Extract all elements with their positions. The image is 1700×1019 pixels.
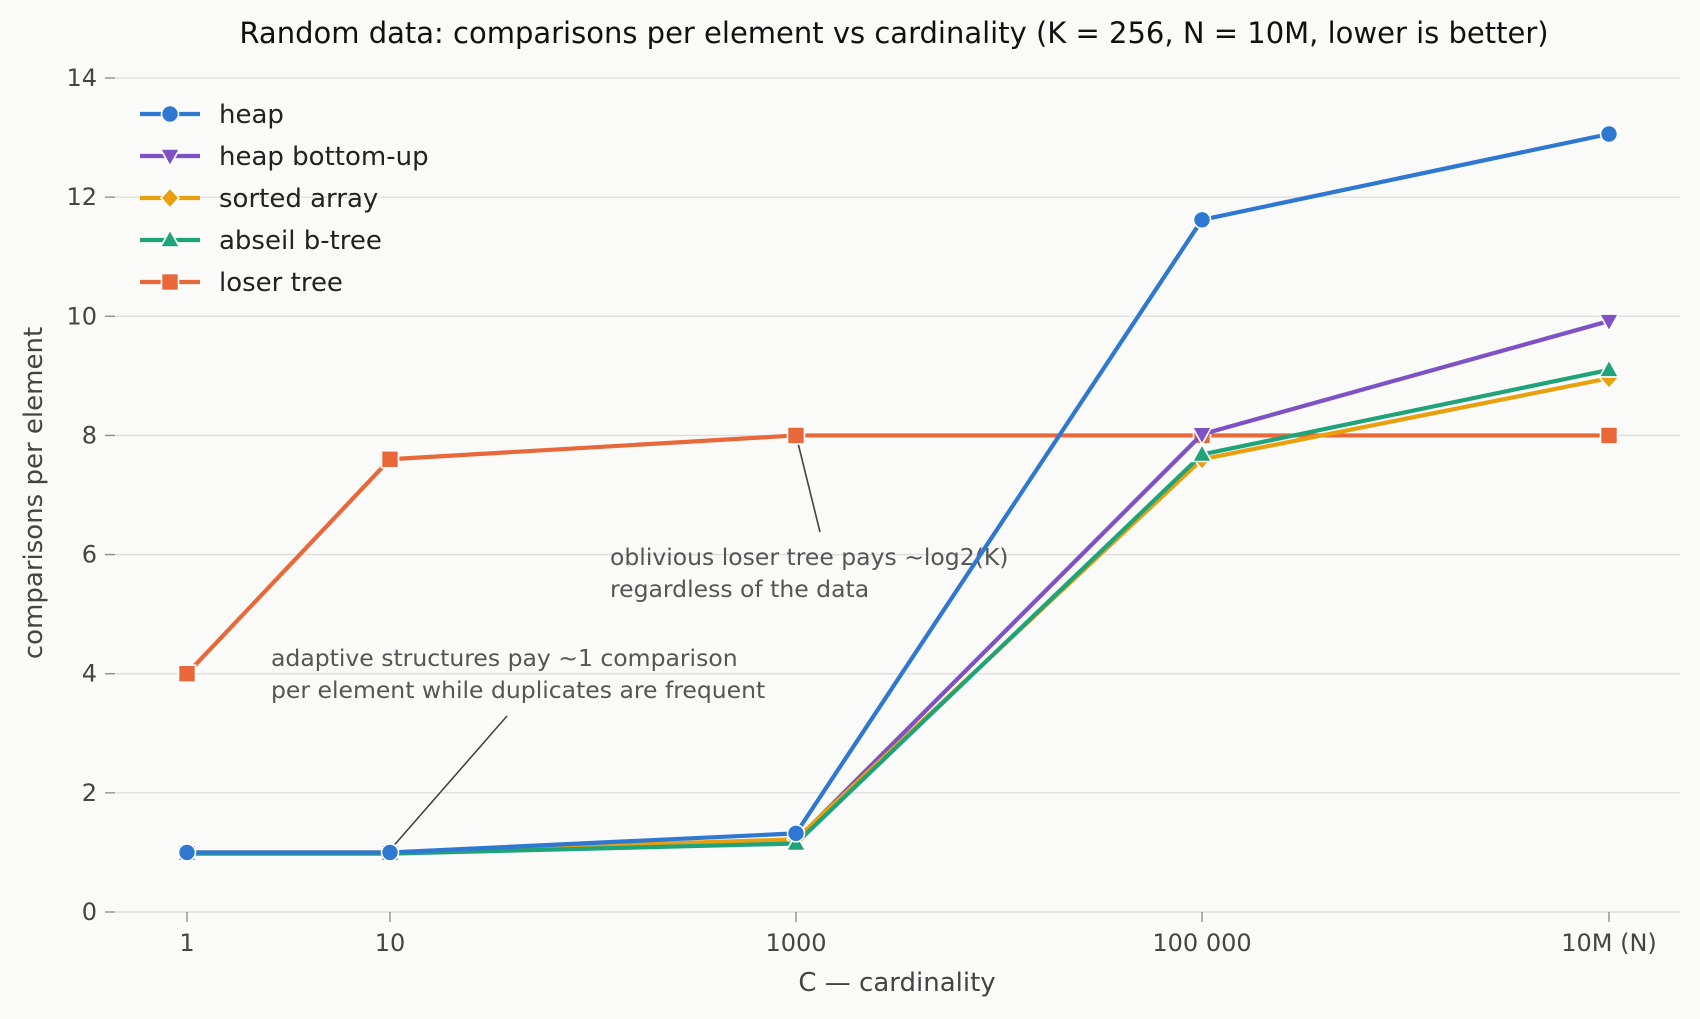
series-lines xyxy=(176,124,1620,865)
annotations: oblivious loser tree pays ~log2(K) regard… xyxy=(271,434,1008,851)
axes: 0 2 4 6 8 10 12 14 1 10 1000 100 000 10M (N) xyxy=(66,64,1680,957)
data-point-loser-tree xyxy=(177,664,197,684)
x-tick-label: 1000 xyxy=(765,929,826,957)
legend-marker xyxy=(159,186,181,210)
legend-marker xyxy=(159,228,181,248)
legend-label: heap xyxy=(219,100,284,130)
y-tick-label: 0 xyxy=(82,898,97,926)
annotation-text: oblivious loser tree pays ~log2(K) regard… xyxy=(610,543,1008,603)
x-tick-label: 10M (N) xyxy=(1561,929,1657,957)
x-axis-label: C — cardinality xyxy=(798,968,995,998)
data-point-loser-tree xyxy=(380,449,400,469)
annotation-line: adaptive structures pay ~1 comparison xyxy=(271,644,738,672)
data-point-abseil-b-tree xyxy=(1191,442,1213,463)
y-tick-label: 12 xyxy=(66,183,97,211)
legend-label: sorted array xyxy=(219,184,378,214)
x-tick-label: 100 000 xyxy=(1152,929,1251,957)
legend-marker xyxy=(159,148,181,168)
y-axis-label: comparisons per element xyxy=(19,327,49,659)
legend-label: loser tree xyxy=(219,268,343,298)
data-point-abseil-b-tree xyxy=(1598,358,1620,378)
annotation-line: regardless of the data xyxy=(610,575,869,603)
annotation-text: adaptive structures pay ~1 comparison per… xyxy=(271,644,765,704)
data-point-heap xyxy=(1192,210,1212,230)
chart-title: Random data: comparisons per element vs … xyxy=(239,16,1548,50)
annotation-line: per element while duplicates are frequen… xyxy=(271,676,765,704)
annotation-arrow xyxy=(389,715,508,851)
gridlines xyxy=(115,77,1680,794)
y-tick-label: 2 xyxy=(82,779,97,807)
x-tick-label: 1 xyxy=(179,929,194,957)
data-point-heap-bottom-up xyxy=(1598,313,1620,333)
y-tick-label: 4 xyxy=(82,660,97,688)
legend-label: abseil b-tree xyxy=(219,226,382,256)
legend-item-loser-tree: loser tree xyxy=(140,268,343,298)
legend-marker xyxy=(160,104,180,124)
legend-item-abseil-b-tree: abseil b-tree xyxy=(140,226,382,256)
x-tick-label: 10 xyxy=(375,929,406,957)
y-tick-label: 14 xyxy=(66,64,97,92)
legend-label: heap bottom-up xyxy=(219,142,429,172)
data-point-heap xyxy=(380,843,400,862)
legend: heap heap bottom-up sorted array abseil b-t… xyxy=(140,100,429,298)
data-point-loser-tree xyxy=(1599,426,1619,445)
y-tick-label: 10 xyxy=(66,302,97,330)
series-heap xyxy=(177,124,1619,862)
legend-item-sorted-array: sorted array xyxy=(140,184,378,214)
annotation-line: oblivious loser tree pays ~log2(K) xyxy=(610,543,1008,571)
legend-item-heap: heap xyxy=(140,100,284,130)
data-point-heap xyxy=(786,824,806,843)
y-tick-label: 8 xyxy=(82,421,97,449)
annotation-arrow xyxy=(795,434,821,533)
legend-marker xyxy=(160,272,180,292)
y-tick-label: 6 xyxy=(82,541,97,569)
data-point-heap-bottom-up xyxy=(1191,426,1213,446)
data-point-loser-tree xyxy=(786,426,806,445)
legend-item-heap-bottom-up: heap bottom-up xyxy=(140,142,429,172)
data-point-heap xyxy=(177,843,197,862)
data-point-heap xyxy=(1599,124,1619,144)
